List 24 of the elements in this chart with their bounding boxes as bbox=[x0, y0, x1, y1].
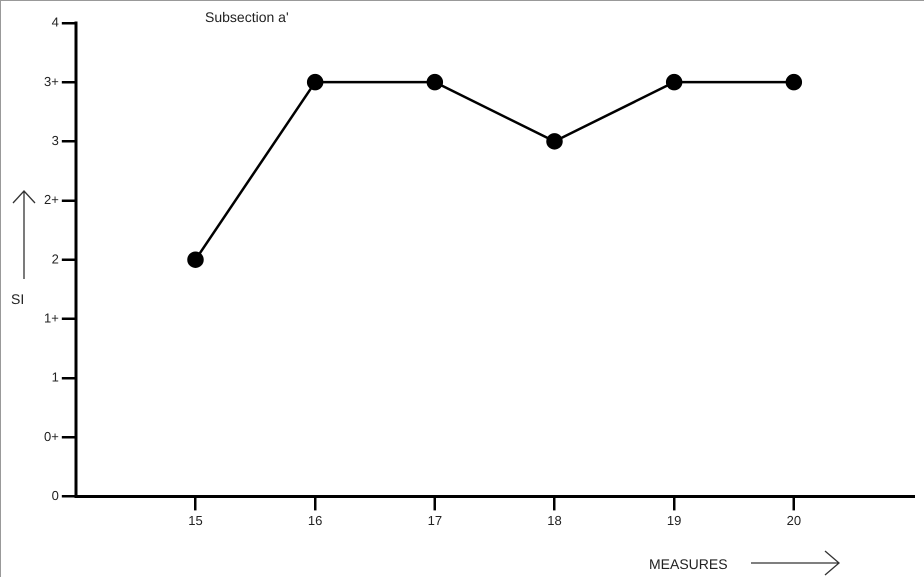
y-tick-label: 0+ bbox=[44, 428, 59, 444]
y-tick-label: 0 bbox=[52, 488, 59, 503]
x-axis-title: MEASURES bbox=[649, 556, 728, 572]
x-tick-label: 19 bbox=[666, 512, 682, 528]
y-tick-label: 2 bbox=[52, 251, 59, 266]
point bbox=[786, 74, 802, 90]
y-tick-label: 3+ bbox=[44, 74, 59, 89]
y-axis-title: SI bbox=[11, 291, 24, 307]
y-tick-label: 2+ bbox=[44, 192, 59, 208]
y-tick-label: 3 bbox=[52, 132, 59, 148]
x-tick-label: 20 bbox=[786, 512, 802, 528]
point bbox=[426, 74, 444, 90]
chart-title: Subsection a' bbox=[205, 9, 289, 25]
y-tick-label: 4 bbox=[52, 14, 59, 30]
point bbox=[306, 74, 324, 90]
y-tick-label: 1 bbox=[52, 370, 59, 385]
point bbox=[666, 74, 682, 90]
x-tick-label: 15 bbox=[188, 512, 203, 528]
x-tick-label: 18 bbox=[547, 512, 562, 528]
x-tick-label: 16 bbox=[308, 512, 322, 528]
x-tick-label: 17 bbox=[428, 512, 442, 528]
y-tick-label: 1+ bbox=[44, 310, 59, 326]
point bbox=[546, 133, 563, 150]
point bbox=[187, 251, 204, 268]
